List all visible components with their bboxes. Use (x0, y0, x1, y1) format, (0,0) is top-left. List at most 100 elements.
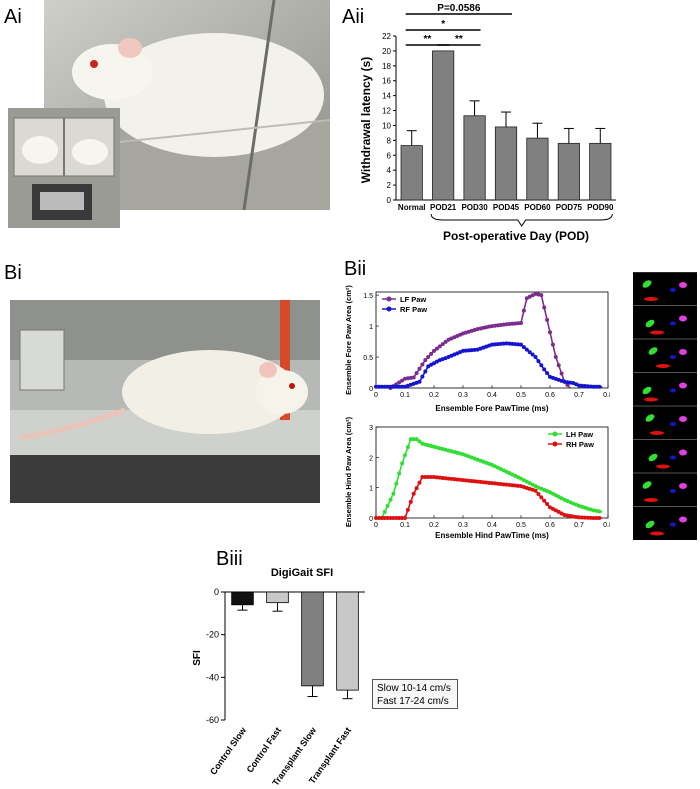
aii-category-label: POD21 (430, 203, 457, 212)
aii-pod-bracket (430, 213, 613, 227)
aii-ytick-label: 6 (387, 151, 392, 160)
panel-label-aii: Aii (342, 6, 365, 28)
fore-ytick-label: 1 (369, 324, 373, 331)
fore-series-point (550, 342, 555, 347)
fore-series-point (374, 384, 378, 389)
rat-treadmill-photo (10, 300, 320, 503)
fore-series-point (545, 371, 550, 376)
hind-series-point (411, 437, 416, 442)
hind-series-point (394, 481, 399, 486)
fore-series-point (492, 323, 497, 328)
fore-series-point (591, 384, 596, 389)
fore-series-point (423, 369, 428, 374)
hind-series-point (440, 475, 445, 480)
fore-series-point (495, 323, 500, 328)
sfi-ytick-label: -40 (206, 672, 219, 682)
fore-series-point (498, 341, 503, 346)
sfi-bar (266, 591, 289, 604)
aii-significance-label: * (441, 19, 445, 30)
paw-print-green (648, 347, 658, 355)
hind-series-point (397, 516, 402, 520)
fore-xlabel: Ensemble Fore PawTime (ms) (435, 404, 549, 413)
hind-series-point (463, 478, 468, 483)
fore-xtick-label: 0.4 (487, 392, 497, 399)
paw-print-magenta (679, 516, 687, 523)
fore-series-point (498, 322, 503, 327)
hind-ytick-label: 2 (369, 455, 373, 462)
fore-series-point (597, 384, 602, 389)
hind-series-point (397, 471, 402, 476)
hind-xtick-label: 0.3 (458, 522, 468, 529)
hind-ytick-label: 3 (369, 425, 373, 432)
fore-series-point (516, 342, 521, 347)
fore-series-point (414, 371, 419, 376)
fore-series-point (379, 384, 384, 389)
fore-series-point (417, 366, 422, 371)
hind-series-point (388, 516, 393, 520)
hind-series-point (597, 509, 602, 514)
paw-print-blue (670, 422, 676, 426)
hind-series-point (458, 477, 463, 482)
fore-series-point (588, 384, 593, 389)
fore-series-point (530, 352, 535, 357)
hind-series-point (513, 483, 518, 488)
hind-series-point (388, 497, 393, 502)
hind-legend-label: RH Paw (566, 440, 594, 449)
hind-series-point (542, 498, 547, 503)
hind-series-point (495, 481, 500, 486)
hind-series-point (478, 479, 483, 484)
aii-category-label: POD90 (587, 203, 614, 212)
hind-series-point (588, 515, 593, 520)
hind-series-point (597, 516, 602, 520)
aii-ytick-label: 20 (382, 47, 391, 56)
fore-series-point (559, 371, 564, 376)
fore-series-point (391, 384, 396, 389)
aii-category-label: POD60 (524, 203, 551, 212)
fore-series-point (463, 348, 468, 353)
hind-series-point (577, 515, 581, 520)
fore-series-point (539, 293, 544, 298)
aii-category-label: POD75 (556, 203, 583, 212)
hind-series-point (481, 480, 486, 485)
hind-series-point (504, 482, 509, 487)
aii-significance-label: ** (424, 34, 432, 45)
fore-series-point (400, 384, 405, 389)
paw-print-green (645, 520, 655, 529)
fore-series-point (440, 342, 445, 347)
sfi-bar (336, 591, 359, 691)
hind-series-point (429, 475, 434, 480)
hind-series-point (594, 516, 599, 520)
hind-series-point (585, 515, 590, 520)
paw-print-red (650, 531, 664, 536)
hind-legend-marker (552, 441, 558, 447)
fore-series-point (411, 375, 416, 380)
hind-series-point (536, 492, 541, 497)
fore-series-point (527, 350, 532, 355)
fore-series-point (397, 384, 402, 389)
aii-ytick-label: 10 (382, 121, 391, 130)
hind-ytick-label: 0 (369, 516, 373, 523)
hind-series-point (414, 486, 419, 491)
paw-print-magenta (679, 349, 687, 355)
hind-series-point (403, 516, 407, 520)
hind-series-point (501, 482, 506, 487)
aii-bar (400, 145, 423, 201)
hind-series-point (405, 445, 410, 450)
hind-series-point (591, 516, 596, 520)
fore-legend-label: LF Paw (400, 295, 426, 304)
fore-series-point (490, 342, 494, 347)
aii-xlabel: Post-operative Day (POD) (443, 229, 589, 243)
fore-series-point (521, 308, 526, 313)
fore-xtick-label: 0.5 (516, 392, 526, 399)
fore-series-point (542, 305, 547, 310)
paw-print-magenta (679, 449, 687, 456)
hind-series-point (539, 495, 544, 500)
paw-print-blue (670, 522, 676, 527)
fore-series-point (536, 359, 541, 364)
sfi-title: DigiGait SFI (271, 567, 333, 579)
fore-series-point (519, 342, 523, 347)
hind-series-point (426, 475, 431, 480)
hind-series-point (582, 515, 587, 520)
hind-ylabel: Ensemble Hind Paw Area (cm²) (344, 416, 353, 527)
hind-series-point (391, 491, 396, 496)
